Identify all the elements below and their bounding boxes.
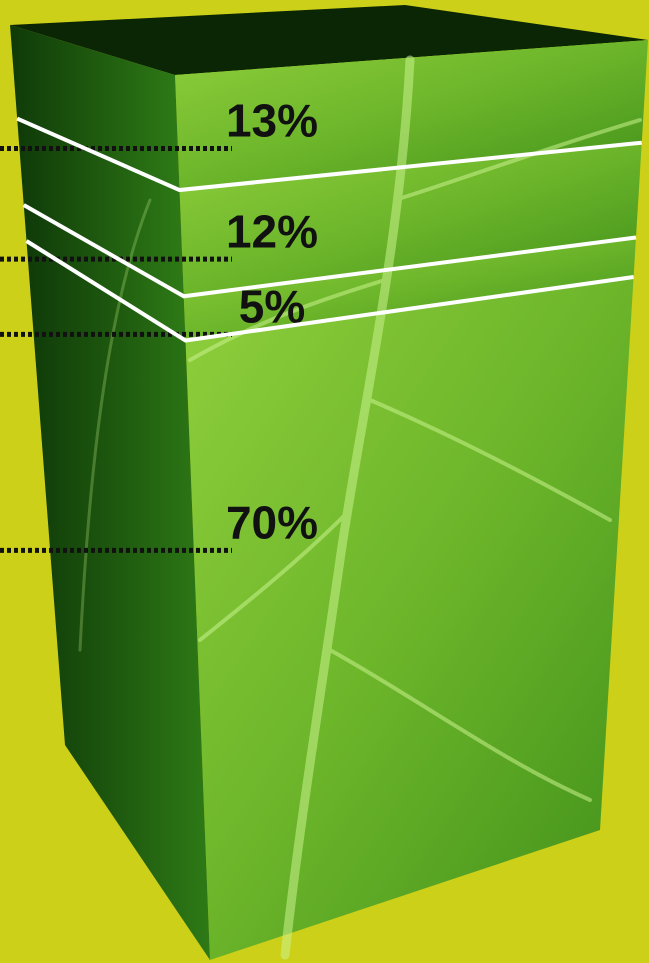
segment-divider	[16, 116, 642, 193]
segments	[10, 25, 648, 960]
segment-side	[23, 205, 186, 341]
value-label: 70%	[226, 497, 318, 549]
value-label: 12%	[226, 205, 318, 257]
labels: 13%12%5%70%	[0, 95, 642, 553]
segment-divider	[25, 239, 634, 343]
segment-front	[179, 142, 642, 297]
segment-divider	[22, 203, 637, 299]
segment-side	[10, 25, 180, 191]
value-label: 13%	[226, 95, 318, 147]
segment-side	[17, 118, 184, 297]
segment-side	[26, 241, 210, 960]
box-top	[10, 5, 648, 75]
leaf-veins	[78, 55, 642, 960]
segment-front	[183, 237, 636, 341]
segment-front	[185, 277, 634, 960]
